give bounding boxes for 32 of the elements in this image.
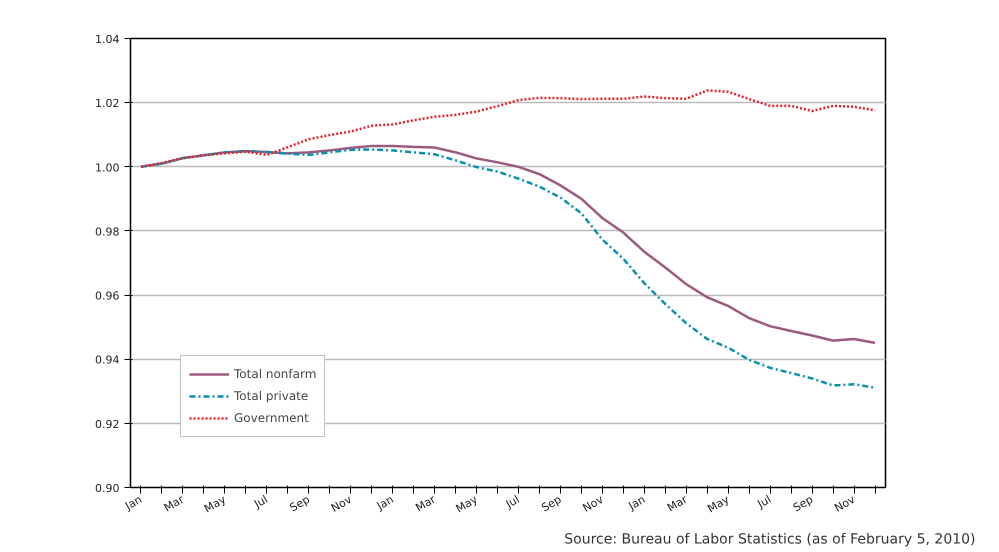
x-tick-label: Nov	[832, 492, 858, 515]
line-series	[140, 148, 876, 390]
x-tick-label: Nov	[328, 492, 354, 515]
legend-label: Total private	[234, 389, 308, 403]
legend-label: Total nonfarm	[234, 367, 316, 381]
y-tick-label: 0.96	[95, 290, 120, 303]
x-tick-label: Jul	[502, 492, 522, 512]
x-tick-label: Jan	[122, 492, 144, 514]
x-tick-label: Jul	[754, 492, 774, 512]
y-tick-label: 0.98	[95, 225, 120, 238]
x-tick-label: May	[705, 492, 732, 516]
x-tick-label: Sep	[288, 492, 312, 514]
y-tick-label: 0.92	[95, 418, 120, 431]
x-tick-label: May	[454, 492, 480, 516]
y-tick-label: 0.94	[95, 354, 120, 367]
y-tick-label: 1.02	[95, 97, 120, 110]
x-tick-label: Sep	[790, 492, 816, 514]
line-series	[140, 89, 876, 168]
source-note: Source: Bureau of Labor Statistics (as of February 5, 2010)	[564, 532, 976, 548]
x-tick-label: Jan	[626, 492, 648, 514]
x-tick-label: May	[202, 492, 229, 516]
x-tick-label: Mar	[665, 492, 690, 515]
x-tick-label: Mar	[413, 492, 438, 515]
y-tick-label: 1.00	[95, 161, 120, 174]
x-tick-label: Sep	[539, 492, 564, 514]
legend-label: Government	[234, 411, 309, 425]
x-tick-label: Jul	[251, 492, 270, 512]
y-tick-label: 0.90	[95, 482, 120, 495]
y-tick-label: 1.04	[95, 33, 120, 46]
x-tick-label: Mar	[162, 492, 187, 515]
x-tick-label: Jan	[374, 492, 396, 514]
x-tick-label: Nov	[580, 492, 606, 515]
